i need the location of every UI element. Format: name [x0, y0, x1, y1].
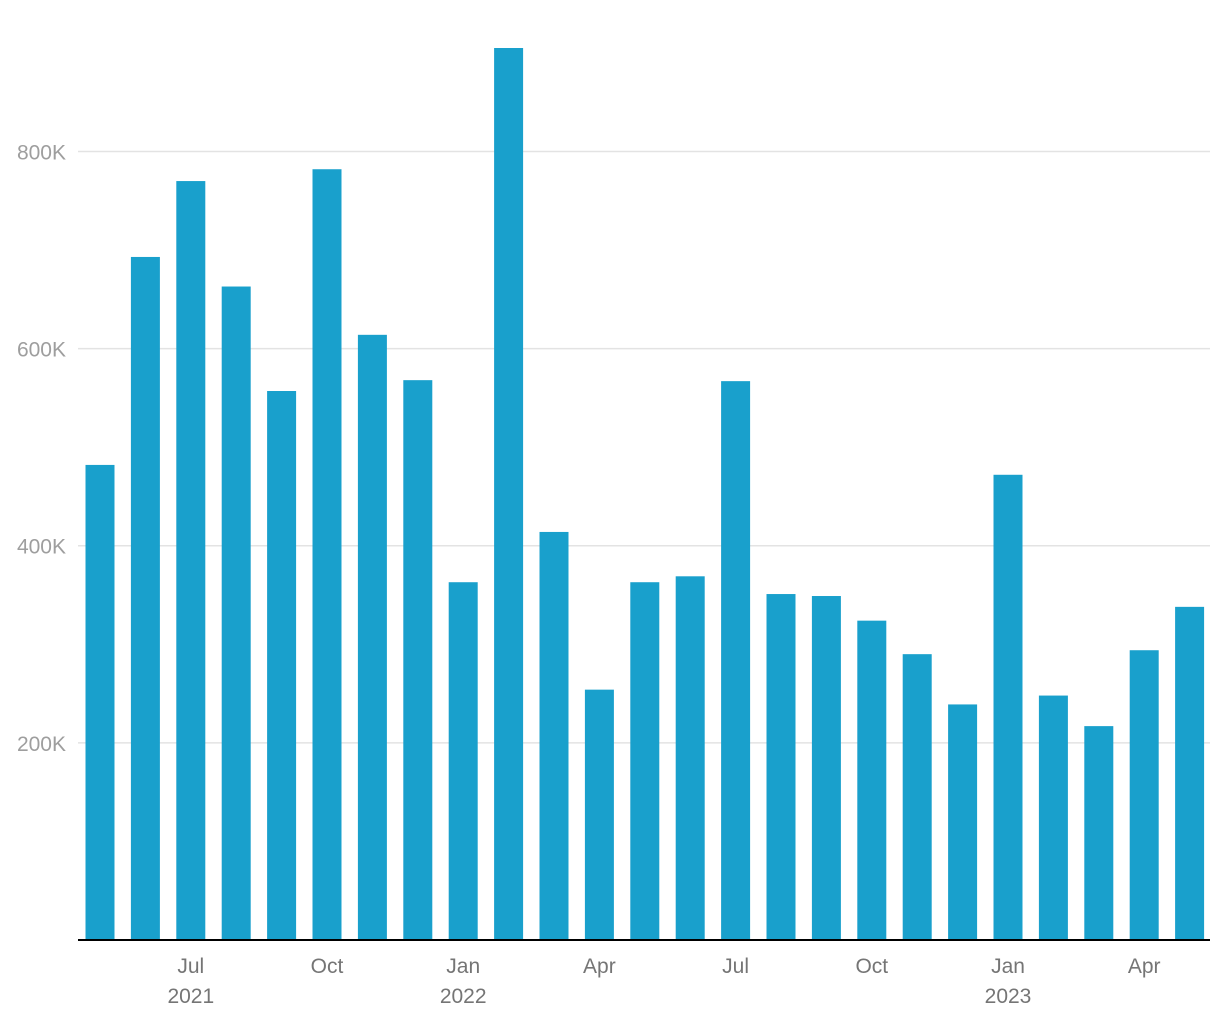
- bar: [902, 654, 932, 940]
- bar: [312, 169, 342, 940]
- bar: [675, 576, 705, 940]
- x-tick-year-label: 2022: [440, 985, 487, 1008]
- bar: [1129, 650, 1159, 940]
- bar: [403, 380, 433, 940]
- y-axis: 200K 400K 600K 800K: [17, 141, 66, 755]
- bar: [948, 704, 978, 940]
- bar: [448, 582, 478, 940]
- bar: [1175, 606, 1205, 940]
- y-tick-label: 400K: [17, 536, 66, 559]
- bars: [85, 48, 1205, 940]
- x-tick-label: Apr: [1128, 955, 1161, 978]
- x-tick-year-label: 2023: [985, 985, 1032, 1008]
- bar: [176, 181, 206, 940]
- bar: [766, 594, 796, 940]
- y-tick-label: 200K: [17, 733, 66, 756]
- y-tick-label: 800K: [17, 141, 66, 164]
- x-tick-label: Oct: [855, 955, 888, 978]
- x-axis: Jul 2021 Oct Jan 2022 Apr Jul Oct Jan 2023 Apr: [167, 955, 1160, 1008]
- bar: [811, 596, 841, 940]
- bar: [584, 689, 614, 940]
- bar: [267, 391, 297, 940]
- x-tick-label: Jul: [177, 955, 204, 978]
- bar: [857, 620, 887, 940]
- x-tick-label: Jul: [722, 955, 749, 978]
- x-tick-year-label: 2021: [167, 985, 214, 1008]
- bar: [357, 334, 387, 940]
- bar: [221, 286, 251, 940]
- bar: [539, 531, 569, 940]
- x-tick-label: Apr: [583, 955, 616, 978]
- y-tick-label: 600K: [17, 339, 66, 362]
- x-tick-label: Jan: [446, 955, 480, 978]
- bar: [993, 474, 1023, 940]
- x-tick-label: Jan: [991, 955, 1025, 978]
- bar: [85, 464, 115, 940]
- bar: [721, 381, 751, 940]
- bar: [1084, 726, 1114, 940]
- bar: [630, 582, 660, 940]
- bar: [494, 48, 524, 940]
- x-tick-label: Oct: [311, 955, 344, 978]
- bar: [1038, 695, 1068, 940]
- bar: [130, 256, 160, 940]
